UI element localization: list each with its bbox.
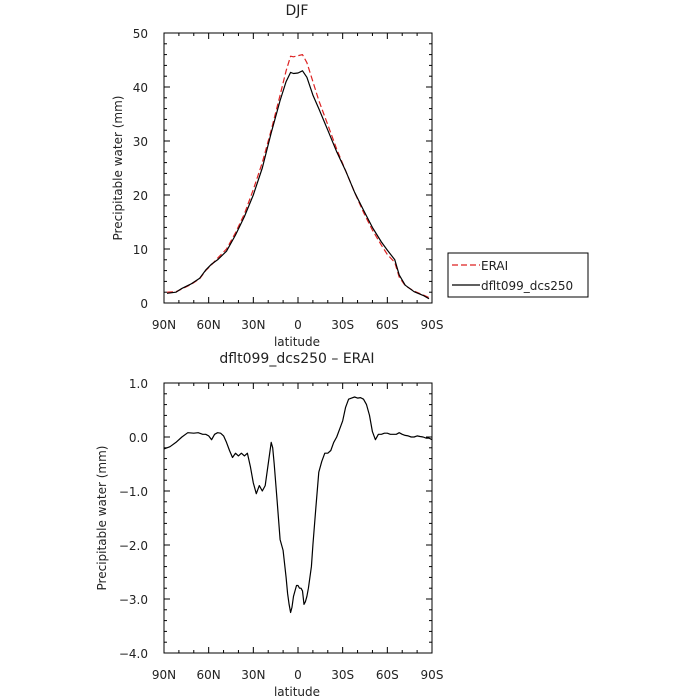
bottom-y-tick-label: −1.0 <box>119 485 148 499</box>
bottom-x-tick-label: 30N <box>241 668 265 682</box>
bottom-plot-frame <box>163 382 433 654</box>
bottom-panel: dflt099_dcs250 – ERAI 90N 60N 30N 0 30S 60S 90… <box>95 351 443 699</box>
legend-box <box>447 252 589 298</box>
top-y-tick-label: 30 <box>133 135 148 149</box>
bottom-plot-area <box>163 396 433 614</box>
top-x-tick-label: 0 <box>294 318 302 332</box>
bottom-x-tick-label: 90S <box>421 668 444 682</box>
bottom-x-tick-label: 30S <box>331 668 354 682</box>
top-y-tick-label: 20 <box>133 189 148 203</box>
bottom-chart-title: dflt099_dcs250 – ERAI <box>219 351 374 367</box>
top-y-tick-label: 10 <box>133 243 148 257</box>
top-x-tick-label: 60N <box>197 318 221 332</box>
top-series-line-dflt099_dcs250 <box>166 70 430 300</box>
bottom-x-tick-label: 60N <box>197 668 221 682</box>
bottom-y-axis-label: Precipitable water (mm) <box>95 446 109 591</box>
bottom-y-tick-label: −3.0 <box>119 593 148 607</box>
top-series-line-erai <box>166 53 430 299</box>
bottom-x-axis-label: latitude <box>274 685 320 699</box>
bottom-x-tick-label: 90N <box>152 668 176 682</box>
top-x-tick-label: 90N <box>152 318 176 332</box>
top-x-axis-label: latitude <box>274 335 320 349</box>
top-chart-title: DJF <box>286 3 309 19</box>
legend-label-erai: ERAI <box>481 259 508 273</box>
bottom-series-line-diff <box>163 396 433 614</box>
top-x-tick-label: 30S <box>331 318 354 332</box>
top-y-axis-label: Precipitable water (mm) <box>111 96 125 241</box>
bottom-y-tick-label: 1.0 <box>129 377 148 391</box>
top-x-tick-label: 60S <box>376 318 399 332</box>
legend: ERAI dflt099_dcs250 <box>447 252 589 298</box>
top-y-tick-label: 50 <box>133 27 148 41</box>
top-x-tick-label: 30N <box>241 318 265 332</box>
bottom-x-tick-label: 0 <box>294 668 302 682</box>
legend-label-model: dflt099_dcs250 <box>481 279 573 293</box>
top-axis-ticks: 90N 60N 30N 0 30S 60S 90S 0 10 20 30 40 50 <box>133 27 444 332</box>
top-x-tick-label: 90S <box>421 318 444 332</box>
top-panel: DJF 90N 60N 30N 0 30S 60S 90S 0 10 20 30 40 50 latit… <box>111 3 589 349</box>
top-y-tick-label: 40 <box>133 81 148 95</box>
bottom-y-tick-label: −4.0 <box>119 647 148 661</box>
bottom-axis-ticks: 90N 60N 30N 0 30S 60S 90S 1.0 0.0 −1.0 −2.0 −3.0 −4.… <box>119 377 444 682</box>
top-plot-area <box>166 53 430 300</box>
top-y-tick-label: 0 <box>140 297 148 311</box>
bottom-x-tick-label: 60S <box>376 668 399 682</box>
bottom-y-tick-label: −2.0 <box>119 539 148 553</box>
bottom-y-tick-label: 0.0 <box>129 431 148 445</box>
